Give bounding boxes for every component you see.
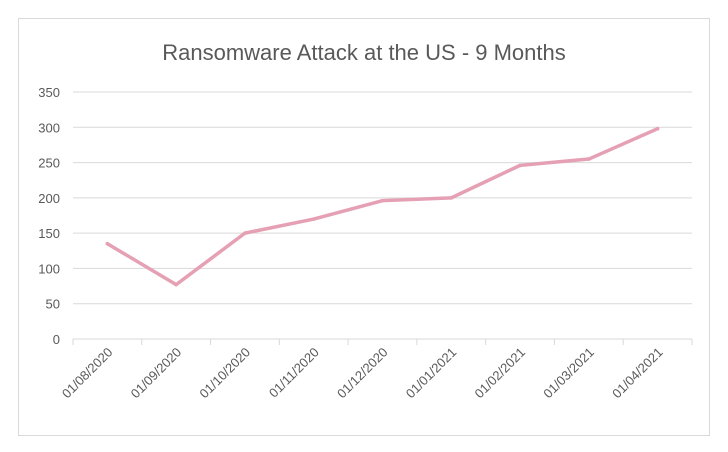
x-tick-label: 01/10/2020 xyxy=(196,345,253,402)
x-tick-label: 01/02/2021 xyxy=(472,345,529,402)
y-tick-label: 200 xyxy=(38,191,60,206)
x-tick-label: 01/03/2021 xyxy=(540,345,597,402)
data-point xyxy=(105,241,110,246)
series-line xyxy=(105,126,660,287)
y-axis: 0 50 100 150 200 250 300 350 xyxy=(38,85,60,347)
y-tick-label: 250 xyxy=(38,156,60,171)
y-tick-label: 150 xyxy=(38,226,60,241)
x-tick-label: 01/11/2020 xyxy=(266,345,322,401)
x-tick-label: 01/08/2020 xyxy=(59,345,116,402)
x-tick-label: 01/04/2021 xyxy=(609,345,666,402)
chart-title: Ransomware Attack at the US - 9 Months xyxy=(162,40,566,65)
series-group xyxy=(105,126,660,287)
data-point xyxy=(449,196,454,200)
data-point xyxy=(518,163,522,168)
data-point xyxy=(655,126,660,131)
data-point xyxy=(587,157,591,161)
data-point xyxy=(174,282,178,287)
data-point xyxy=(243,231,247,235)
x-axis: 01/08/2020 01/09/2020 01/10/2020 01/11/2020… xyxy=(59,339,693,402)
y-tick-label: 50 xyxy=(46,297,60,312)
data-point xyxy=(380,198,385,203)
x-tick-label: 01/01/2021 xyxy=(403,345,460,402)
y-tick-label: 350 xyxy=(38,85,60,100)
y-tick-label: 0 xyxy=(53,332,60,347)
gridlines xyxy=(73,91,692,340)
y-tick-label: 300 xyxy=(38,120,60,135)
y-tick-label: 100 xyxy=(38,261,60,276)
chart-frame xyxy=(18,18,710,436)
x-tick-label: 01/09/2020 xyxy=(128,345,185,402)
x-tick-label: 01/12/2020 xyxy=(334,345,391,402)
data-point xyxy=(311,217,316,221)
